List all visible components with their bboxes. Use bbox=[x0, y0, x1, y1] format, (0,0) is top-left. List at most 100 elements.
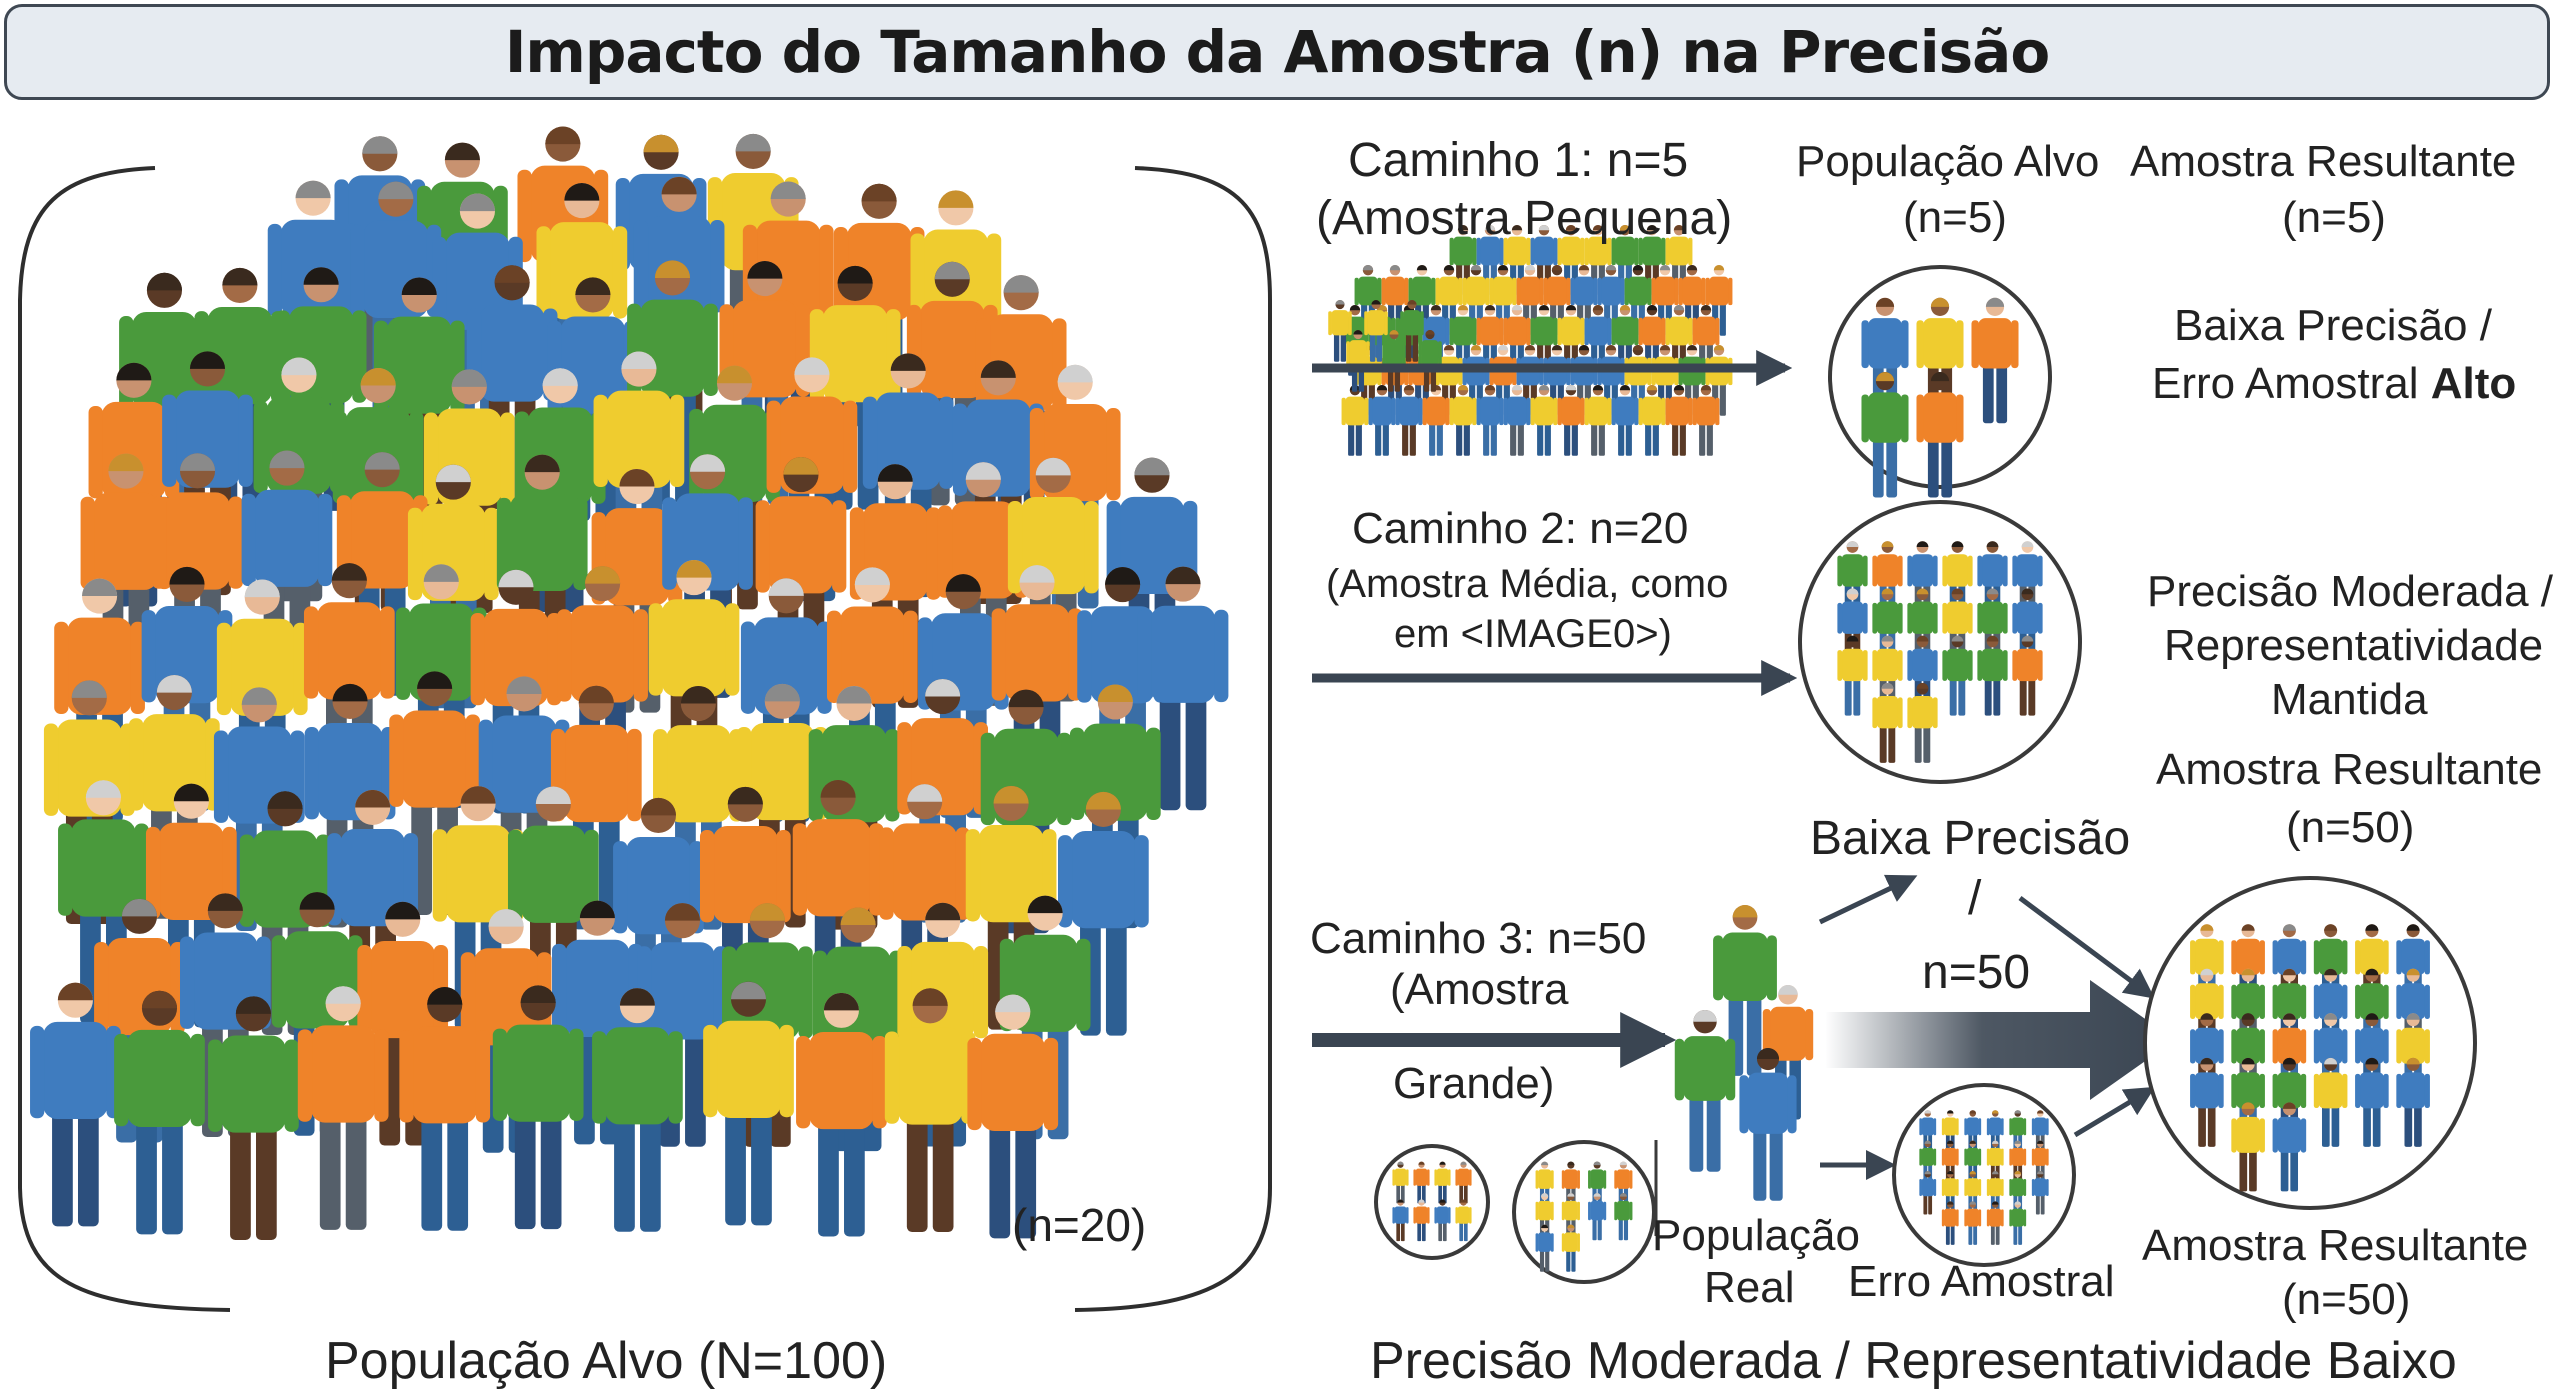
person-figure bbox=[1872, 682, 1903, 763]
person-figure bbox=[1455, 1199, 1472, 1242]
path1-target-line2: (n=5) bbox=[1903, 193, 2007, 242]
person-figure bbox=[1449, 385, 1477, 456]
person-figure bbox=[1919, 1170, 1937, 1215]
person-figure bbox=[1413, 1161, 1430, 1204]
path3-real-line2: Real bbox=[1704, 1263, 1795, 1312]
path2-sample-circle bbox=[1798, 500, 2082, 784]
person-figure bbox=[1739, 1048, 1797, 1201]
title-bar: Impacto do Tamanho da Amostra (n) na Pre… bbox=[4, 4, 2550, 100]
mini-sample-circle-1 bbox=[1374, 1144, 1490, 1260]
person-figure bbox=[1561, 1224, 1580, 1272]
person-figure bbox=[1455, 1161, 1472, 1204]
person-figure bbox=[1861, 372, 1909, 498]
person-figure bbox=[1503, 385, 1531, 456]
person-figure bbox=[1413, 1199, 1430, 1242]
path1-target-people bbox=[1861, 297, 2019, 498]
path3-error-label: Erro Amostral bbox=[1848, 1257, 2115, 1306]
path1-result-line1: Amostra Resultante bbox=[2130, 137, 2517, 186]
person-figure bbox=[1665, 385, 1693, 456]
population-inner-label: (n=20) bbox=[1012, 1199, 1147, 1251]
error-sample-people bbox=[1919, 1110, 2049, 1245]
person-figure bbox=[1941, 1201, 1959, 1245]
person-figure bbox=[1942, 635, 1973, 716]
person-figure bbox=[1434, 1199, 1451, 1242]
person-figure bbox=[1535, 1224, 1554, 1272]
path2-label-line2: (Amostra Média, como bbox=[1326, 562, 1729, 606]
path1-precision-line2-prefix: Erro Amostral bbox=[2152, 359, 2431, 408]
person-figure bbox=[1907, 682, 1938, 763]
path1-precision-line2: Erro Amostral Alto bbox=[2152, 358, 2516, 411]
person-figure bbox=[2190, 1057, 2224, 1147]
person-figure bbox=[1341, 385, 1369, 456]
real-population-figures bbox=[1674, 905, 1814, 1201]
mini-sample-people-1 bbox=[1392, 1161, 1472, 1242]
person-figure bbox=[1368, 385, 1396, 456]
person-figure bbox=[1535, 1161, 1554, 1209]
population-crowd bbox=[30, 126, 1229, 1241]
path1-result-line2: (n=5) bbox=[2282, 193, 2386, 242]
person-figure bbox=[1986, 1201, 2004, 1245]
person-figure bbox=[297, 986, 389, 1230]
person-figure bbox=[1328, 299, 1352, 362]
population-frame bbox=[18, 166, 231, 1312]
path3-real-line1: População bbox=[1652, 1211, 1860, 1260]
person-figure bbox=[2272, 1102, 2307, 1192]
path3-label-line2: (Amostra bbox=[1390, 965, 1569, 1014]
path3-low-line3: n=50 bbox=[1922, 946, 2031, 999]
path2-label-line3: em <IMAGE0>) bbox=[1394, 612, 1672, 656]
person-figure bbox=[592, 988, 683, 1232]
person-figure bbox=[1713, 905, 1777, 1076]
person-figure bbox=[1392, 1199, 1409, 1242]
person-figure bbox=[1692, 385, 1720, 456]
person-figure bbox=[114, 990, 205, 1235]
person-figure bbox=[1400, 299, 1424, 362]
person-figure bbox=[1584, 385, 1612, 456]
path3-low-line1: Baixa Precisão bbox=[1810, 812, 2131, 865]
person-figure bbox=[1977, 635, 2008, 716]
error-sample-circle bbox=[1892, 1083, 2076, 1267]
path2-precision-line2: Representatividade bbox=[2164, 621, 2544, 670]
path2-precision-line1: Precisão Moderada / bbox=[2147, 567, 2553, 616]
path1-crowd-strip bbox=[1328, 224, 1733, 456]
mini-sample-circle-2 bbox=[1512, 1140, 1656, 1284]
path3-label-line3: Grande) bbox=[1393, 1059, 1555, 1108]
person-figure bbox=[2396, 1013, 2430, 1103]
footer-right-label: Precisão Moderada / Representatividade B… bbox=[1370, 1332, 2457, 1390]
person-figure bbox=[1395, 385, 1423, 456]
person-figure bbox=[2396, 1057, 2430, 1147]
person-figure bbox=[1611, 385, 1639, 456]
person-figure bbox=[2231, 1102, 2265, 1192]
person-figure bbox=[2012, 635, 2043, 716]
person-figure bbox=[967, 994, 1059, 1239]
population-frame-right bbox=[1074, 166, 1272, 1312]
person-figure bbox=[1916, 372, 1964, 498]
person-figure bbox=[1434, 1161, 1451, 1204]
path3-large-arrow bbox=[1825, 980, 2175, 1100]
person-figure bbox=[703, 981, 794, 1226]
path3-result-top-line2: (n=50) bbox=[2286, 803, 2415, 852]
person-figure bbox=[2272, 1057, 2307, 1147]
person-figure bbox=[1638, 385, 1666, 456]
person-figure bbox=[1137, 566, 1229, 811]
path3-result-top-line1: Amostra Resultante bbox=[2156, 745, 2543, 794]
person-figure bbox=[1530, 385, 1558, 456]
person-figure bbox=[1638, 225, 1666, 296]
path1-precision-line2-bold: Alto bbox=[2430, 359, 2517, 408]
arrow-to-low-precision bbox=[1818, 874, 1918, 925]
person-figure bbox=[1364, 299, 1388, 362]
person-figure bbox=[2355, 1057, 2389, 1147]
person-figure bbox=[1557, 385, 1585, 456]
person-figure bbox=[1837, 635, 1868, 716]
person-figure bbox=[1476, 385, 1504, 456]
person-figure bbox=[2231, 1057, 2265, 1147]
person-figure bbox=[1588, 1193, 1607, 1241]
path2-sample-people bbox=[1837, 541, 2043, 763]
path3-label-line1: Caminho 3: n=50 bbox=[1310, 914, 1647, 963]
person-figure bbox=[399, 987, 491, 1231]
path3-low-line2: / bbox=[1968, 872, 1982, 925]
arrow-low-precision-to-result bbox=[2018, 895, 2155, 999]
person-figure bbox=[1392, 1161, 1409, 1204]
path2-label-line1: Caminho 2: n=20 bbox=[1352, 504, 1689, 553]
path1-precision-line1: Baixa Precisão / bbox=[2174, 301, 2492, 350]
